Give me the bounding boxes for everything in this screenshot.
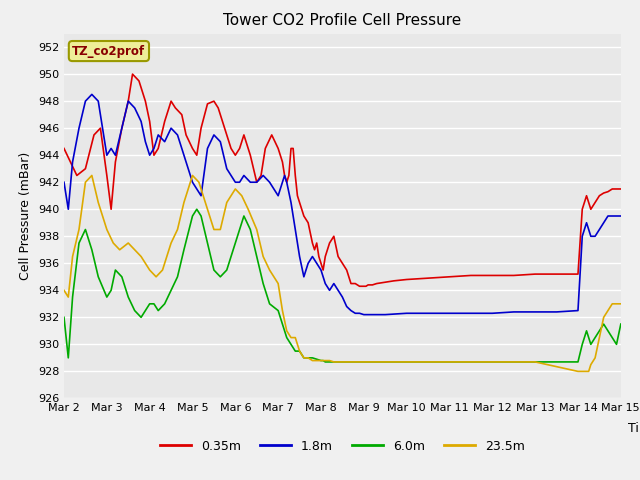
Y-axis label: Cell Pressure (mBar): Cell Pressure (mBar): [19, 152, 32, 280]
Text: TZ_co2prof: TZ_co2prof: [72, 45, 145, 58]
Legend: 0.35m, 1.8m, 6.0m, 23.5m: 0.35m, 1.8m, 6.0m, 23.5m: [155, 435, 530, 458]
X-axis label: Time: Time: [628, 422, 640, 435]
Title: Tower CO2 Profile Cell Pressure: Tower CO2 Profile Cell Pressure: [223, 13, 461, 28]
